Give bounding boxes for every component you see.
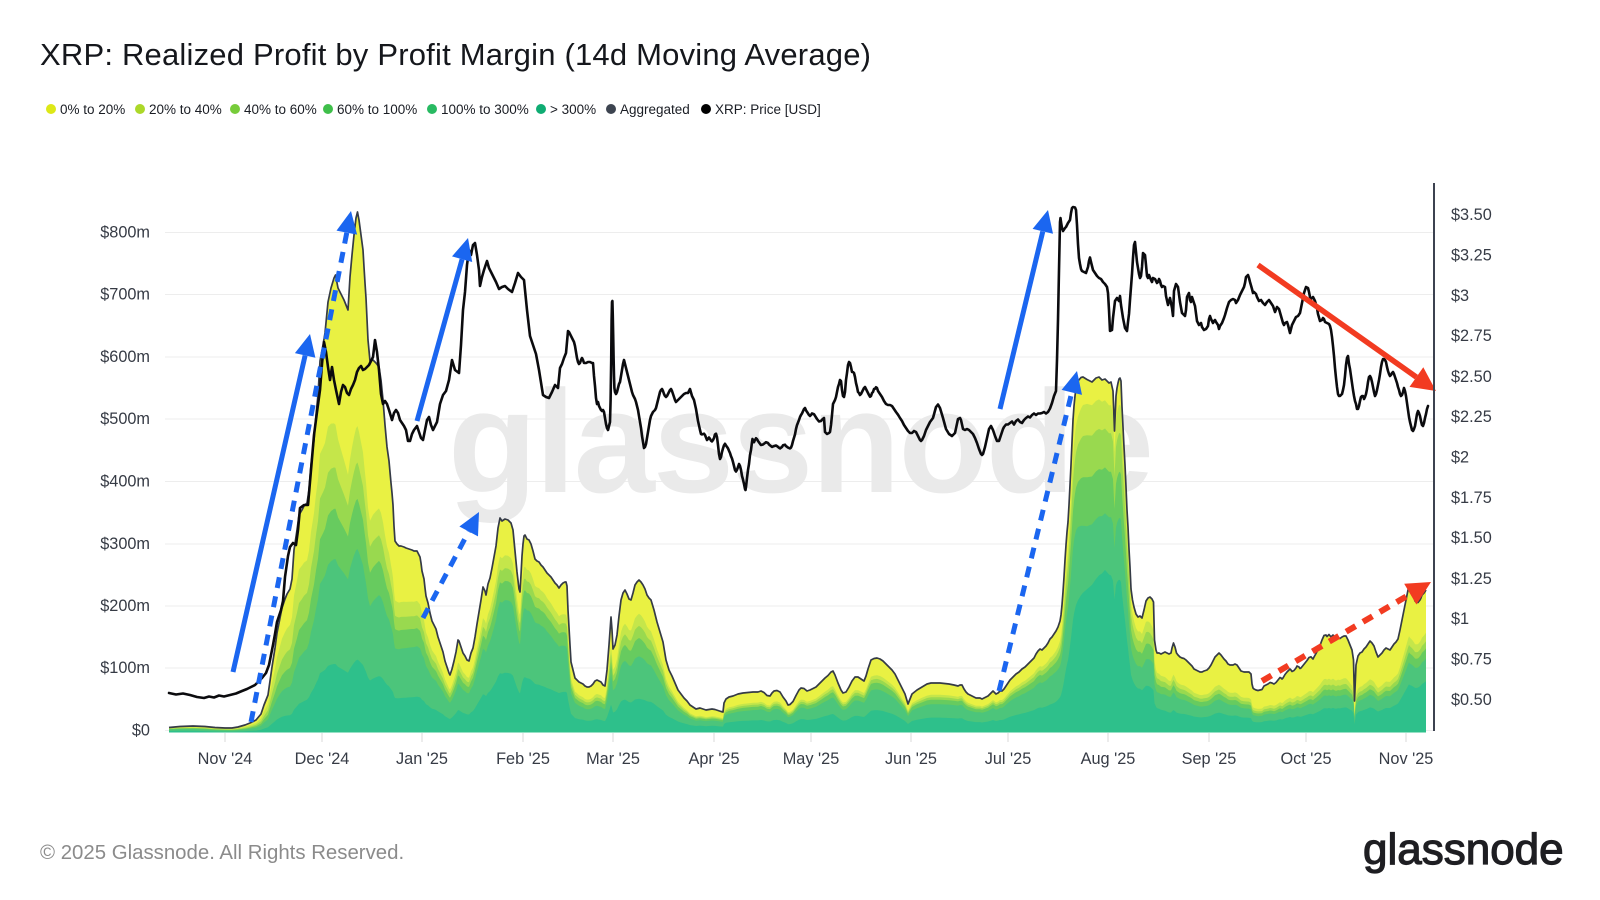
svg-text:$600m: $600m — [100, 348, 150, 366]
svg-text:$2: $2 — [1451, 449, 1469, 467]
svg-text:$0: $0 — [132, 722, 150, 740]
svg-text:May '25: May '25 — [783, 750, 840, 768]
svg-text:$0.75: $0.75 — [1451, 651, 1492, 669]
svg-text:$1.75: $1.75 — [1451, 489, 1492, 507]
svg-text:$100m: $100m — [100, 659, 150, 677]
svg-text:Feb '25: Feb '25 — [496, 750, 550, 768]
svg-text:Mar '25: Mar '25 — [586, 750, 640, 768]
svg-text:$3.50: $3.50 — [1451, 206, 1492, 224]
svg-text:$2.25: $2.25 — [1451, 408, 1492, 426]
svg-text:Dec '24: Dec '24 — [295, 750, 350, 768]
svg-text:$3.25: $3.25 — [1451, 247, 1492, 265]
svg-text:Oct '25: Oct '25 — [1280, 750, 1331, 768]
svg-text:Sep '25: Sep '25 — [1182, 750, 1237, 768]
svg-text:$200m: $200m — [100, 597, 150, 615]
svg-text:Apr '25: Apr '25 — [688, 750, 739, 768]
svg-text:$1.25: $1.25 — [1451, 570, 1492, 588]
svg-text:Aug '25: Aug '25 — [1081, 750, 1136, 768]
svg-text:Jan '25: Jan '25 — [396, 750, 448, 768]
svg-text:Jun '25: Jun '25 — [885, 750, 937, 768]
svg-text:Jul '25: Jul '25 — [985, 750, 1032, 768]
svg-text:$1: $1 — [1451, 610, 1469, 628]
svg-text:$500m: $500m — [100, 410, 150, 428]
svg-text:$400m: $400m — [100, 473, 150, 491]
svg-text:$2.50: $2.50 — [1451, 368, 1492, 386]
svg-text:Nov '25: Nov '25 — [1379, 750, 1434, 768]
svg-text:$2.75: $2.75 — [1451, 327, 1492, 345]
svg-text:$800m: $800m — [100, 224, 150, 242]
svg-text:Nov '24: Nov '24 — [198, 750, 253, 768]
svg-text:glassnode: glassnode — [448, 360, 1152, 523]
svg-text:$1.50: $1.50 — [1451, 529, 1492, 547]
svg-text:$0.50: $0.50 — [1451, 691, 1492, 709]
svg-text:$300m: $300m — [100, 535, 150, 553]
svg-text:$3: $3 — [1451, 287, 1469, 305]
svg-text:$700m: $700m — [100, 286, 150, 304]
